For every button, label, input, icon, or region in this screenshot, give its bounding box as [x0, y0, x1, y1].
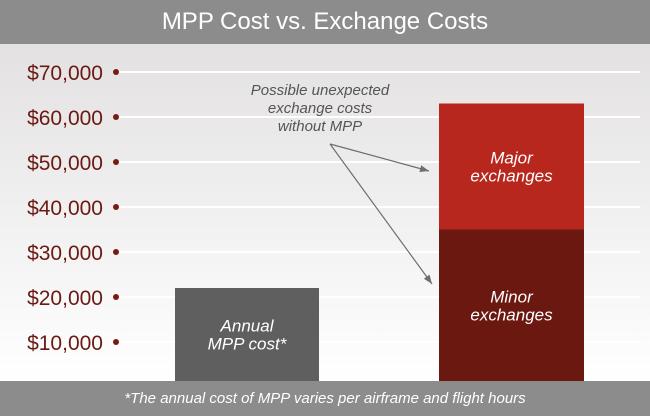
bar-label: exchanges [470, 305, 553, 324]
tick-bullet [113, 69, 119, 75]
y-tick-label: $60,000 [27, 107, 103, 130]
tick-bullet [113, 294, 119, 300]
y-tick-label: $30,000 [27, 242, 103, 265]
y-tick-label: $70,000 [27, 62, 103, 85]
annotation-text: exchange costs [268, 100, 373, 117]
bar-label: MPP cost* [208, 335, 288, 354]
annotation-text: without MPP [278, 118, 362, 135]
footnote: *The annual cost of MPP varies per airfr… [124, 390, 526, 407]
chart-plot-area: $10,000 $20,000 $30,000 $40,000 $50,000 $60,0… [0, 44, 650, 381]
arrowhead [423, 274, 432, 284]
bar-segment [175, 288, 319, 381]
y-tick-label: $50,000 [27, 152, 103, 175]
bar-label: Minor [490, 287, 534, 306]
annotation-arrow [329, 143, 433, 285]
y-tick-label: $40,000 [27, 197, 103, 220]
tick-bullet [113, 249, 119, 255]
tick-bullet [113, 339, 119, 345]
annotation-text: Possible unexpected [251, 82, 390, 99]
bar-segment [439, 103, 584, 230]
bar-label: Annual [220, 317, 275, 336]
y-tick-label: $20,000 [27, 287, 103, 310]
arrowhead [419, 165, 429, 173]
tick-bullet [113, 159, 119, 165]
bar-label: exchanges [470, 167, 553, 186]
annotation-arrow [329, 143, 430, 172]
tick-bullet [113, 114, 119, 120]
title-bar [0, 0, 650, 44]
tick-bullet [113, 204, 119, 210]
bar-segment [439, 229, 584, 381]
chart-title: MPP Cost vs. Exchange Costs [161, 8, 489, 35]
bar-label: Major [490, 149, 534, 168]
footer-bar [0, 381, 650, 416]
y-tick-label: $10,000 [27, 332, 103, 355]
